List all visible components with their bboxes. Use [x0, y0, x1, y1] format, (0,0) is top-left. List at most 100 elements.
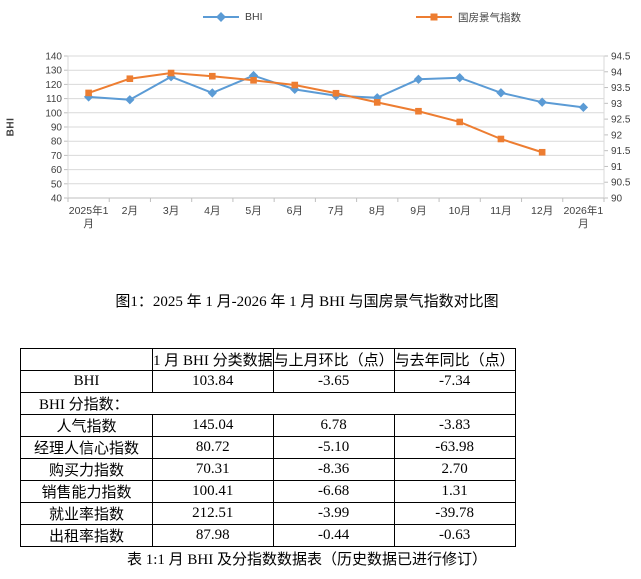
cell-label: 人气指数 [20, 413, 153, 437]
cell-label: 购买力指数 [20, 457, 153, 481]
data-point-climate-index [209, 72, 216, 80]
figure-caption: 图1：2025 年 1 月-2026 年 1 月 BHI 与国房景气指数对比图 [115, 294, 499, 310]
x-axis-tick-label: 2026年1 月 [564, 204, 604, 230]
cell-value: 87.98 [152, 523, 274, 547]
cell-yoy: -7.34 [393, 370, 516, 393]
cell-yoy: -3.83 [393, 413, 516, 437]
plot-area: 140 130 120 110 100 90 80 70 60 50 40 94.5 94 93.5 93 9… [45, 52, 631, 231]
x-axis-tick-label: 2025年1 月 [69, 204, 109, 230]
right-axis-tick-label: 94.5 [611, 52, 631, 63]
cell-mom: -0.44 [272, 523, 395, 547]
x-axis-tick-label: 3月 [163, 205, 179, 217]
left-axis-tick-label: 80 [51, 137, 63, 148]
left-axis-tick-label: 50 [51, 179, 63, 190]
cell-yoy: 1.31 [393, 479, 516, 503]
header-jan-bhi-data: 1 月 BHI 分类数据 [152, 348, 274, 371]
left-axis-tick-label: 110 [46, 94, 62, 105]
legend-label-climate-index: 国房景气指数 [458, 11, 521, 24]
data-point-climate-index [332, 89, 340, 97]
table-caption: 表 1:1 月 BHI 及分指数数据表（历史数据已进行修订） [126, 552, 487, 568]
series-line-climate-index [88, 72, 543, 154]
data-point-climate-index [250, 76, 257, 84]
cell-mom: -3.99 [272, 501, 395, 525]
x-axis-tick-label: 11月 [490, 205, 511, 217]
cell-value: 80.72 [152, 435, 274, 459]
cell-label: 就业率指数 [20, 501, 153, 525]
x-axis-tick-label: 8月 [369, 205, 385, 217]
data-point-climate-index [538, 148, 546, 156]
header-yoy-change: 与去年同比（点） [393, 348, 516, 371]
data-point-climate-index [415, 107, 422, 115]
x-axis-tick-label: 9月 [410, 205, 426, 217]
cell-mom: -8.36 [272, 457, 395, 481]
data-point-bhi [578, 102, 589, 113]
cell-label: 出租率指数 [20, 523, 153, 547]
left-axis-tick-label: 90 [51, 123, 63, 134]
row-section-label: BHI 分指数： [20, 391, 516, 415]
cell-value: 145.04 [152, 413, 274, 437]
cell-mom: 6.78 [272, 413, 395, 437]
bhi-vs-climate-index-chart: BHI 国房景气指数 BHI 140 130 120 110 100 90 80 70 60 50… [0, 0, 641, 248]
right-axis-tick-label: 93.5 [611, 83, 631, 94]
x-axis-tick-label: 6月 [287, 205, 303, 217]
data-point-bhi [125, 95, 135, 105]
cell-yoy: -39.78 [393, 501, 516, 525]
right-axis-tick-label: 93 [611, 99, 623, 110]
legend-label-bhi: BHI [245, 11, 263, 23]
right-axis-tick-label: 91.5 [611, 146, 631, 157]
x-axis-tick-label: 2月 [122, 205, 138, 217]
x-axis-tick-label: 10月 [449, 205, 471, 217]
cell-mom: -5.10 [272, 435, 395, 459]
data-point-bhi [455, 73, 465, 83]
cell-label: 销售能力指数 [20, 479, 153, 503]
cell-value: 100.41 [152, 479, 274, 503]
left-axis-tick-label: 60 [51, 165, 63, 176]
data-point-climate-index [126, 75, 134, 83]
x-axis-tick-label: 5月 [245, 205, 261, 217]
data-point-climate-index [456, 118, 463, 126]
legend-item-bhi: BHI [203, 10, 263, 24]
cell-yoy: -63.98 [393, 435, 516, 459]
row-popularity-index: 人气指数 145.04 6.78 -3.83 [20, 413, 516, 437]
data-point-climate-index [85, 89, 92, 97]
cell-value: 103.84 [152, 370, 274, 393]
right-axis-tick-label: 91 [611, 162, 623, 173]
cell-value: 212.51 [152, 501, 274, 525]
cell-mom: -6.68 [272, 479, 395, 503]
right-axis-tick-label: 92.5 [611, 115, 631, 126]
cell-label: 经理人信心指数 [20, 435, 153, 459]
header-mom-change: 与上月环比（点） [272, 348, 395, 371]
right-axis-tick-label: 92 [611, 130, 623, 141]
row-manager-confidence-index: 经理人信心指数 80.72 -5.10 -63.98 [20, 435, 516, 459]
table-header-row: 1 月 BHI 分类数据 与上月环比（点） 与去年同比（点） [20, 348, 516, 371]
left-axis-tick-label: 100 [45, 108, 62, 119]
left-axis-tick-label: 120 [45, 80, 62, 91]
cell-mom: -3.65 [272, 370, 395, 393]
legend-item-climate-index: 国房景气指数 [416, 10, 521, 24]
cell-yoy: 2.70 [393, 457, 516, 481]
legend-line-sample-climate-index [416, 13, 452, 21]
data-point-climate-index [497, 135, 505, 143]
x-axis-tick-label: 12月 [531, 205, 553, 217]
data-point-climate-index [291, 81, 299, 89]
right-axis-tick-label: 94 [611, 67, 623, 78]
data-point-bhi [207, 88, 217, 98]
header-blank-cell [20, 348, 153, 371]
cell-value: 70.31 [152, 457, 274, 481]
row-sales-ability-index: 销售能力指数 100.41 -6.68 1.31 [20, 479, 516, 503]
right-axis-tick-label: 90 [611, 194, 623, 205]
cell-yoy: -0.63 [393, 523, 516, 547]
left-axis-tick-label: 40 [51, 194, 63, 205]
section-label-cell: BHI 分指数： [20, 391, 516, 415]
bhi-data-table: 1 月 BHI 分类数据 与上月环比（点） 与去年同比（点） BHI 103.8… [20, 348, 516, 547]
left-axis-tick-label: 140 [45, 52, 62, 63]
data-point-climate-index [167, 69, 175, 77]
x-axis-tick-label: 7月 [328, 205, 344, 217]
row-employment-rate-index: 就业率指数 212.51 -3.99 -39.78 [20, 501, 516, 525]
row-bhi: BHI 103.84 -3.65 -7.34 [20, 370, 516, 393]
square-marker-icon [430, 13, 438, 21]
x-axis-tick-label: 4月 [204, 205, 220, 217]
row-purchasing-power-index: 购买力指数 70.31 -8.36 2.70 [20, 457, 516, 481]
legend-line-sample-bhi [203, 12, 239, 22]
